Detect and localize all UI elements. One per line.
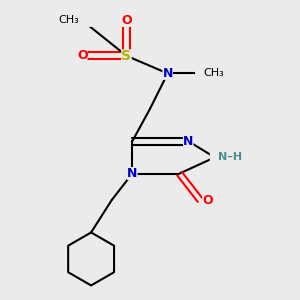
Text: O: O (77, 49, 88, 62)
FancyBboxPatch shape (210, 151, 238, 164)
Text: O: O (121, 14, 132, 27)
Text: N: N (183, 135, 194, 148)
FancyBboxPatch shape (121, 49, 132, 62)
FancyBboxPatch shape (183, 135, 194, 148)
Text: N: N (163, 67, 173, 80)
Text: N–H: N–H (218, 152, 242, 162)
FancyBboxPatch shape (195, 67, 223, 80)
FancyBboxPatch shape (65, 14, 93, 27)
FancyBboxPatch shape (77, 49, 88, 62)
FancyBboxPatch shape (162, 67, 173, 80)
Text: O: O (202, 194, 213, 207)
FancyBboxPatch shape (202, 194, 213, 206)
Text: S: S (122, 49, 131, 63)
FancyBboxPatch shape (121, 14, 132, 27)
Text: CH₃: CH₃ (203, 68, 224, 78)
FancyBboxPatch shape (127, 167, 138, 180)
Text: N: N (127, 167, 137, 180)
Text: CH₃: CH₃ (58, 15, 79, 26)
